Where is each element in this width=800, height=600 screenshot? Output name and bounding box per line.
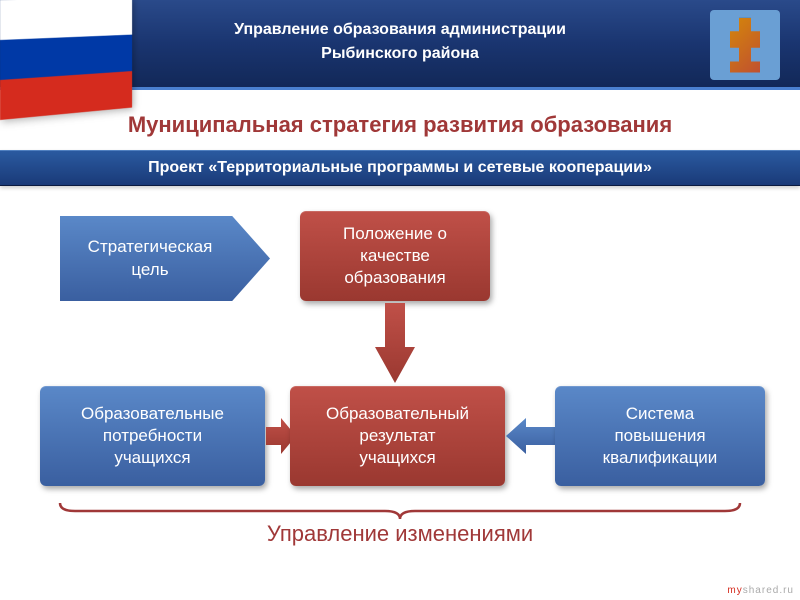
node-result-label: Образовательный результат учащихся bbox=[326, 403, 469, 469]
page-title: Муниципальная стратегия развития образов… bbox=[0, 112, 800, 138]
node-quality: Положение о качестве образования bbox=[300, 211, 490, 301]
emblem-icon bbox=[710, 10, 780, 80]
header-line2: Рыбинского района bbox=[234, 42, 566, 66]
watermark-prefix: my bbox=[727, 585, 742, 596]
diagram-area: Стратегическая цель Положение о качестве… bbox=[0, 211, 800, 541]
watermark: myshared.ru bbox=[727, 585, 794, 596]
footer-label: Управление изменениями bbox=[267, 521, 533, 547]
subtitle-text: Проект «Территориальные программы и сете… bbox=[148, 159, 652, 177]
node-needs: Образовательные потребности учащихся bbox=[40, 386, 265, 486]
watermark-suffix: shared.ru bbox=[743, 585, 794, 596]
header-line1: Управление образования администрации bbox=[234, 18, 566, 42]
node-quality-label: Положение о качестве образования bbox=[343, 223, 447, 289]
node-system-label: Система повышения квалификации bbox=[603, 403, 718, 469]
subtitle-bar: Проект «Территориальные программы и сете… bbox=[0, 150, 800, 186]
header-bar: Управление образования администрации Рыб… bbox=[0, 0, 800, 90]
node-goal: Стратегическая цель bbox=[60, 216, 270, 301]
node-goal-label: Стратегическая цель bbox=[88, 236, 213, 280]
edge-quality-to-result bbox=[375, 303, 415, 383]
brace-icon bbox=[55, 501, 745, 521]
node-result: Образовательный результат учащихся bbox=[290, 386, 505, 486]
header-title: Управление образования администрации Рыб… bbox=[234, 18, 566, 66]
edge-system-to-result bbox=[506, 418, 556, 454]
flag-russia bbox=[0, 0, 132, 120]
node-needs-label: Образовательные потребности учащихся bbox=[81, 403, 224, 469]
node-system: Система повышения квалификации bbox=[555, 386, 765, 486]
